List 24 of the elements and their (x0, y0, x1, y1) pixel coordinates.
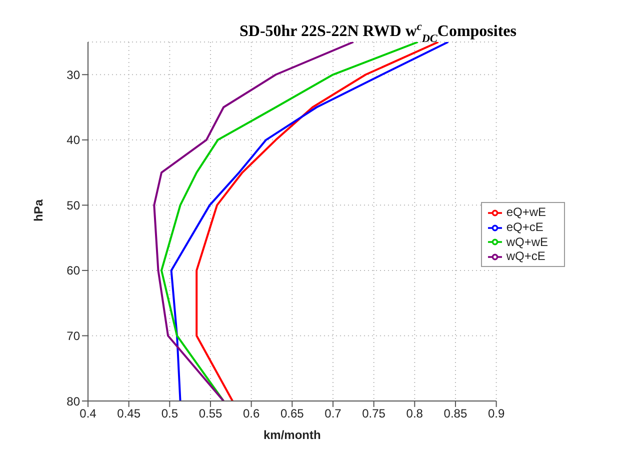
x-tick-label: 0.5 (161, 406, 178, 421)
y-tick-label: 40 (66, 133, 80, 148)
x-axis-title: km/month (263, 428, 321, 442)
x-tick-label: 0.4 (80, 406, 97, 421)
legend-label: wQ+wE (506, 234, 548, 248)
legend-label: wQ+cE (506, 249, 546, 264)
x-tick-label: 0.55 (198, 406, 222, 421)
x-tick-label: 0.85 (444, 406, 468, 421)
y-tick-label: 80 (66, 394, 80, 408)
x-tick-label: 0.7 (324, 406, 342, 421)
y-tick-label: 50 (66, 198, 80, 212)
x-tick-label: 0.6 (242, 406, 260, 421)
legend-label: eQ+cE (506, 220, 544, 234)
x-tick-label: 0.8 (406, 406, 424, 421)
x-tick-label: 0.45 (117, 406, 141, 421)
y-tick-label: 70 (66, 328, 80, 343)
legend-label: eQ+wE (506, 204, 546, 219)
chart-title: SD-50hr 22S-22N RWD w$^{c}$$_{DC}$Composites (240, 21, 516, 45)
x-tick-label: 0.75 (362, 406, 386, 421)
y-axis-title: hPa (31, 199, 46, 222)
x-tick-label: 0.9 (488, 406, 505, 421)
y-tick-label: 60 (66, 264, 80, 278)
y-tick-label: 30 (66, 68, 80, 82)
x-tick-label: 0.65 (280, 406, 304, 421)
